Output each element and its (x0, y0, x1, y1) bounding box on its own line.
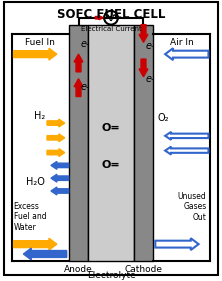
Bar (69, 25, 88, 261)
FancyArrow shape (47, 149, 65, 157)
FancyArrow shape (165, 132, 208, 140)
FancyArrow shape (74, 54, 83, 72)
Text: H₂O: H₂O (26, 177, 45, 187)
FancyArrow shape (51, 187, 69, 195)
FancyArrow shape (139, 25, 148, 42)
Text: Fuel In: Fuel In (25, 38, 55, 47)
FancyArrow shape (47, 134, 65, 142)
FancyArrow shape (47, 119, 65, 127)
FancyArrow shape (14, 238, 57, 250)
Bar (88, 25, 134, 261)
Bar (134, 25, 153, 261)
Text: Anode: Anode (64, 265, 93, 274)
Text: Excess
Fuel and
Water: Excess Fuel and Water (14, 202, 46, 232)
FancyArrow shape (51, 174, 69, 182)
Text: SOFC FUEL CELL: SOFC FUEL CELL (57, 8, 165, 21)
FancyArrow shape (165, 147, 208, 155)
FancyArrow shape (139, 59, 148, 77)
Text: H₂: H₂ (34, 111, 45, 121)
FancyArrow shape (95, 16, 103, 20)
FancyArrow shape (51, 162, 69, 169)
FancyArrow shape (165, 48, 208, 60)
Text: O₂: O₂ (157, 113, 169, 123)
Text: e-: e- (81, 81, 90, 92)
Text: O=: O= (102, 160, 120, 170)
Text: Unused
Gases
Out: Unused Gases Out (178, 192, 206, 222)
FancyArrow shape (14, 48, 57, 60)
FancyArrow shape (74, 79, 83, 96)
Text: Cathode: Cathode (125, 265, 163, 274)
FancyArrow shape (155, 238, 199, 250)
Text: e-: e- (145, 74, 155, 84)
Text: O=: O= (102, 123, 120, 133)
Text: Air In: Air In (170, 38, 194, 47)
FancyArrow shape (23, 248, 67, 260)
Text: Electrolyte: Electrolyte (87, 271, 135, 280)
Text: Electrical Current: Electrical Current (81, 26, 141, 31)
Text: e-: e- (81, 39, 90, 49)
Text: e-: e- (145, 41, 155, 51)
